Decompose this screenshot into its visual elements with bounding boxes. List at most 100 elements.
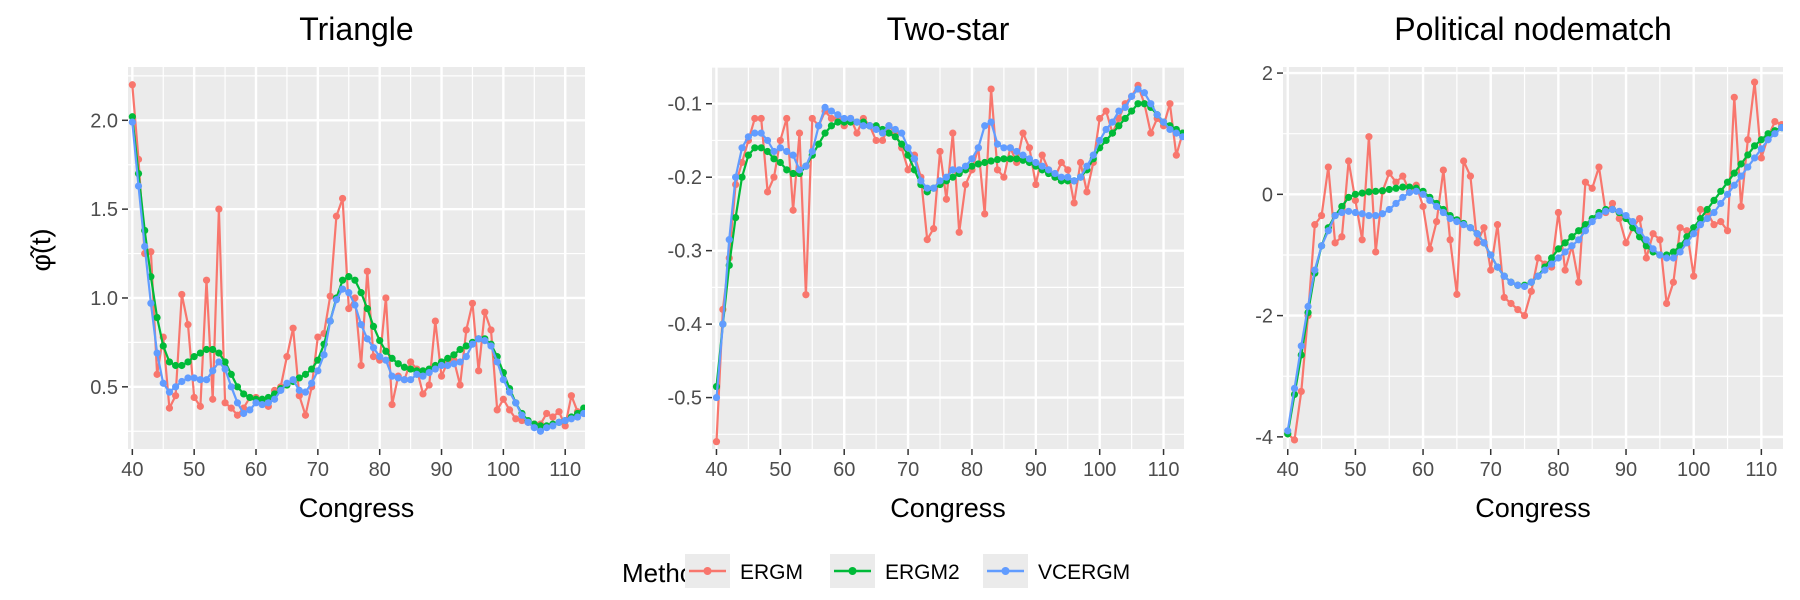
x-tick-label: 80 [1547, 459, 1569, 481]
data-point-ergm [1473, 239, 1481, 247]
data-point-vcergm [763, 136, 772, 145]
data-point-ergm2 [388, 354, 396, 362]
data-point-vcergm [419, 372, 427, 380]
x-tick-label: 40 [705, 459, 727, 481]
data-point-ergm [499, 395, 507, 403]
data-point-ergm2 [258, 395, 266, 403]
data-point-ergm [332, 212, 341, 220]
data-point-ergm2 [264, 393, 272, 402]
data-point-ergm [487, 326, 495, 334]
data-point-vcergm [493, 358, 501, 366]
data-point-ergm2 [240, 390, 248, 398]
x-tick-label: 80 [961, 459, 983, 481]
data-point-ergm [936, 147, 944, 156]
data-point-vcergm [264, 399, 272, 407]
data-point-ergm2 [351, 276, 359, 284]
panel-3: 40 50 60 70 80 90 100 110 -4 -2 0 2 Political nodema… [1255, 11, 1783, 523]
data-point-ergm2 [968, 162, 976, 170]
data-point-vcergm [974, 144, 982, 152]
data-point-vcergm [1663, 254, 1671, 262]
data-point-vcergm [1153, 111, 1161, 119]
data-point-vcergm [885, 122, 893, 130]
data-point-vcergm [776, 144, 784, 152]
data-point-ergm2 [1723, 178, 1732, 186]
data-point-ergm [1172, 151, 1180, 159]
x-axis-label: Congress [299, 493, 415, 523]
data-point-ergm [872, 136, 880, 145]
legend-key-point-ergm2 [848, 567, 857, 575]
data-point-ergm [1663, 299, 1671, 308]
x-tick-label: 70 [1480, 459, 1502, 481]
data-point-vcergm [165, 388, 174, 396]
data-point-ergm2 [1703, 205, 1711, 214]
data-point-vcergm [1439, 208, 1447, 217]
data-point-ergm [1588, 184, 1596, 192]
data-point-ergm [505, 406, 514, 414]
data-point-ergm2 [1351, 190, 1359, 198]
data-point-vcergm [923, 184, 931, 192]
data-point-vcergm [141, 242, 149, 251]
data-point-vcergm [898, 129, 906, 137]
x-tick-label: 40 [121, 459, 143, 481]
data-point-ergm [1744, 136, 1752, 144]
data-point-ergm [923, 236, 931, 244]
data-point-ergm [1372, 248, 1380, 256]
data-point-ergm2 [732, 213, 740, 222]
data-point-vcergm [1392, 199, 1400, 208]
panel-1: 40 50 60 70 80 90 100 110 0.5 1.0 1.5 2.0 Triangle Co… [90, 11, 585, 523]
data-point-ergm2 [1000, 155, 1008, 163]
data-point-ergm2 [1121, 114, 1129, 123]
data-point-ergm [878, 136, 887, 145]
data-point-vcergm [1147, 100, 1155, 108]
data-point-ergm [1338, 233, 1346, 241]
data-point-vcergm [1453, 218, 1461, 226]
data-point-ergm [345, 305, 353, 313]
data-point-vcergm [993, 140, 1002, 148]
data-point-vcergm [1070, 177, 1078, 185]
data-point-ergm2 [1372, 187, 1380, 195]
x-tick-label: 50 [183, 459, 205, 481]
data-point-vcergm [1561, 248, 1569, 256]
data-point-ergm2 [338, 276, 347, 284]
data-point-vcergm [444, 361, 452, 370]
data-point-vcergm [1044, 166, 1053, 174]
data-point-vcergm [955, 166, 963, 174]
data-point-ergm [1345, 157, 1353, 165]
data-point-ergm [949, 129, 957, 137]
data-point-ergm2 [1399, 183, 1407, 191]
data-point-ergm [1426, 245, 1434, 253]
data-point-ergm2 [834, 118, 842, 126]
data-point-ergm [1771, 117, 1779, 126]
data-point-vcergm [1541, 266, 1549, 274]
data-point-ergm [437, 372, 446, 380]
data-point-vcergm [332, 296, 341, 304]
data-point-vcergm [147, 299, 155, 307]
data-point-ergm [1297, 387, 1305, 395]
x-tick-label: 60 [1412, 459, 1434, 481]
data-point-vcergm [1025, 155, 1034, 163]
data-point-vcergm [1331, 211, 1339, 220]
data-point-ergm [1102, 107, 1110, 115]
data-point-vcergm [1419, 190, 1427, 198]
data-point-vcergm [437, 361, 446, 370]
data-point-ergm2 [172, 361, 180, 370]
data-point-ergm2 [1013, 155, 1021, 163]
data-point-ergm [357, 361, 365, 370]
data-point-ergm2 [770, 155, 778, 163]
data-point-ergm [165, 404, 174, 412]
y-tick-label: -0.1 [668, 94, 702, 116]
panel-background [1283, 67, 1783, 449]
data-point-vcergm [1426, 196, 1434, 204]
data-point-ergm [1723, 227, 1732, 235]
data-point-ergm [1683, 227, 1691, 235]
data-point-vcergm [475, 335, 483, 343]
data-point-ergm [215, 205, 223, 213]
data-point-ergm2 [233, 383, 242, 391]
data-point-ergm2 [904, 151, 912, 159]
x-tick-label: 70 [307, 459, 329, 481]
data-point-ergm [1487, 266, 1495, 274]
data-point-vcergm [184, 374, 192, 382]
data-point-vcergm [1297, 342, 1305, 350]
data-point-ergm [209, 395, 217, 403]
